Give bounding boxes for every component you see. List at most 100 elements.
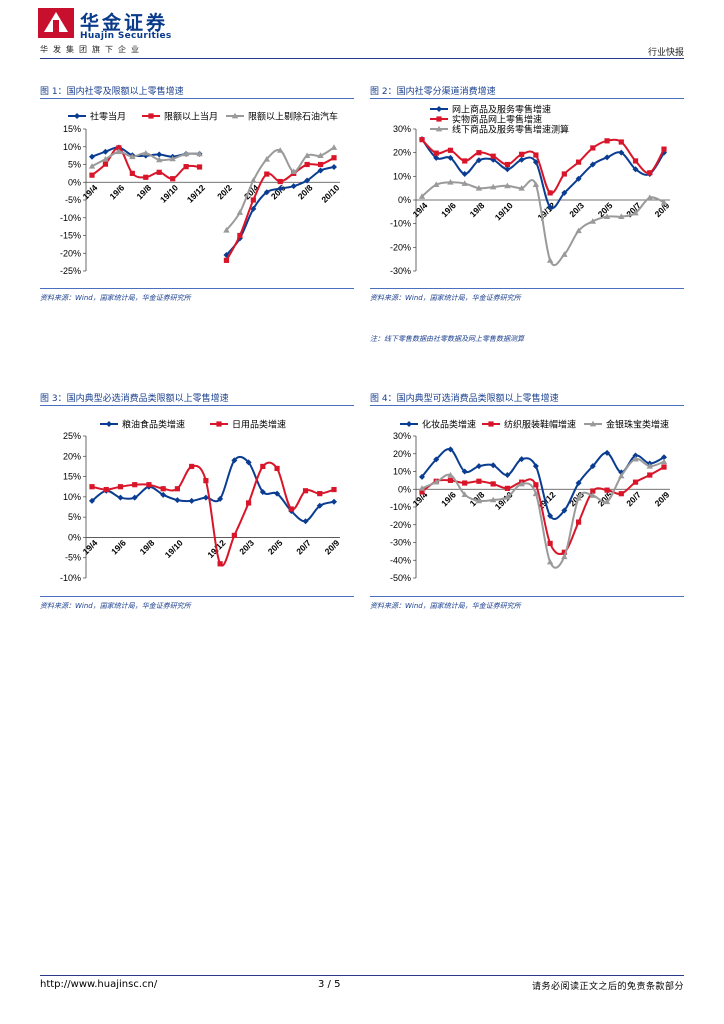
data-point: [174, 497, 181, 504]
figure-3-source: 资料来源：Wind，国家统计局，华金证券研究所: [40, 602, 191, 610]
data-point: [418, 485, 426, 491]
x-tick-label: 20/3: [567, 200, 586, 219]
x-tick-label: 20/3: [237, 538, 256, 557]
data-point: [575, 480, 582, 487]
data-point: [590, 488, 596, 494]
y-tick-label: -30%: [390, 538, 411, 548]
figure-2-title: 图 2：国内社零分渠道消费增速: [370, 87, 496, 97]
x-tick-label: 19/10: [163, 538, 185, 560]
data-point: [561, 507, 568, 514]
data-point: [618, 469, 625, 476]
data-point: [646, 194, 653, 201]
y-tick-label: -40%: [390, 555, 411, 565]
data-point: [603, 498, 611, 505]
data-point: [288, 506, 294, 512]
legend-label: 金银珠宝类增速: [606, 419, 669, 430]
data-point: [89, 484, 95, 490]
y-tick-label: 15%: [63, 124, 81, 134]
y-tick-label: -10%: [390, 219, 411, 229]
x-tick-label: 19/8: [468, 200, 487, 219]
y-tick-label: -25%: [60, 266, 81, 276]
data-point: [604, 154, 611, 161]
figure-2-note: 注：线下零售数据由社零数据及网上零售数据测算: [370, 335, 524, 343]
data-point: [156, 169, 162, 175]
data-point: [277, 147, 284, 153]
data-point: [462, 480, 468, 486]
data-point: [447, 477, 454, 483]
data-point: [331, 498, 337, 505]
figure-3-title-rule: [40, 405, 354, 406]
footer-url-link[interactable]: http://www.huajinsc.cn/: [40, 979, 158, 990]
data-point: [330, 144, 338, 150]
figure-4-chart: -50%-40%-30%-20%-10%0%10%20%30%19/4 19/6 1…: [390, 419, 672, 584]
legend-label: 粮油食品类增速: [122, 419, 185, 430]
figure-2-bottom-rule: [370, 288, 684, 289]
series-3: [418, 455, 668, 569]
data-point: [317, 167, 324, 174]
legend-item: 粮油食品类增速: [100, 419, 185, 430]
series-2: [419, 137, 667, 196]
data-point: [589, 218, 597, 224]
y-tick-label: 0%: [398, 484, 411, 494]
data-point: [302, 518, 309, 525]
data-point: [504, 485, 511, 491]
data-point: [462, 158, 468, 164]
data-point: [433, 154, 440, 161]
data-point: [632, 209, 639, 216]
data-point: [183, 164, 189, 170]
data-point: [160, 491, 167, 498]
data-point: [447, 147, 454, 153]
data-point: [117, 494, 124, 501]
data-point: [504, 182, 511, 189]
data-point: [217, 561, 223, 567]
figure-3-bottom-rule: [40, 596, 354, 597]
legend-item: 限额以上剔除石油汽车: [226, 111, 338, 122]
data-point: [632, 158, 639, 164]
data-point: [447, 471, 454, 478]
data-point: [504, 494, 511, 500]
data-point: [250, 205, 257, 212]
data-point: [618, 139, 624, 145]
data-point: [532, 463, 539, 470]
legend-label: 化妆品类增速: [422, 419, 476, 430]
data-point: [182, 150, 190, 157]
data-point: [88, 163, 96, 169]
data-point: [476, 150, 482, 156]
x-tick-label: 19/6: [439, 200, 458, 219]
x-tick-label: 19/12: [185, 182, 207, 204]
y-tick-label: 0%: [398, 195, 411, 205]
data-point: [518, 184, 525, 191]
figure-1-chart: -25% -20% -15% -10% -5% 0% 5% 10% 15% 19/4 19/6 19/…: [60, 111, 342, 277]
data-point: [475, 157, 482, 164]
data-point: [419, 489, 425, 495]
data-point: [331, 486, 337, 493]
legend-marker: [589, 420, 597, 427]
data-point: [561, 189, 568, 196]
y-tick-label: 0%: [68, 177, 81, 187]
data-point: [156, 156, 163, 163]
data-point: [223, 257, 230, 263]
data-point: [661, 464, 667, 470]
data-point: [263, 155, 270, 162]
data-point: [274, 465, 280, 472]
series-1: [89, 144, 337, 259]
data-point: [304, 177, 311, 184]
series-1: [419, 446, 667, 520]
data-point: [475, 184, 483, 191]
figure-2-source: 资料来源：Wind，国家统计局，华金证券研究所: [370, 294, 521, 302]
data-point: [546, 257, 554, 263]
y-tick-label: 20%: [63, 451, 81, 461]
data-point: [518, 456, 525, 463]
data-point: [196, 164, 203, 170]
legend-marker: [406, 421, 412, 427]
data-point: [589, 492, 597, 498]
legend-item: 金银珠宝类增速: [584, 419, 669, 430]
data-point: [317, 161, 324, 168]
series-2: [89, 145, 337, 263]
data-point: [203, 478, 209, 484]
data-point: [618, 149, 625, 156]
data-point: [143, 174, 149, 180]
data-point: [317, 152, 324, 159]
data-point: [102, 161, 109, 167]
data-point: [647, 472, 653, 478]
